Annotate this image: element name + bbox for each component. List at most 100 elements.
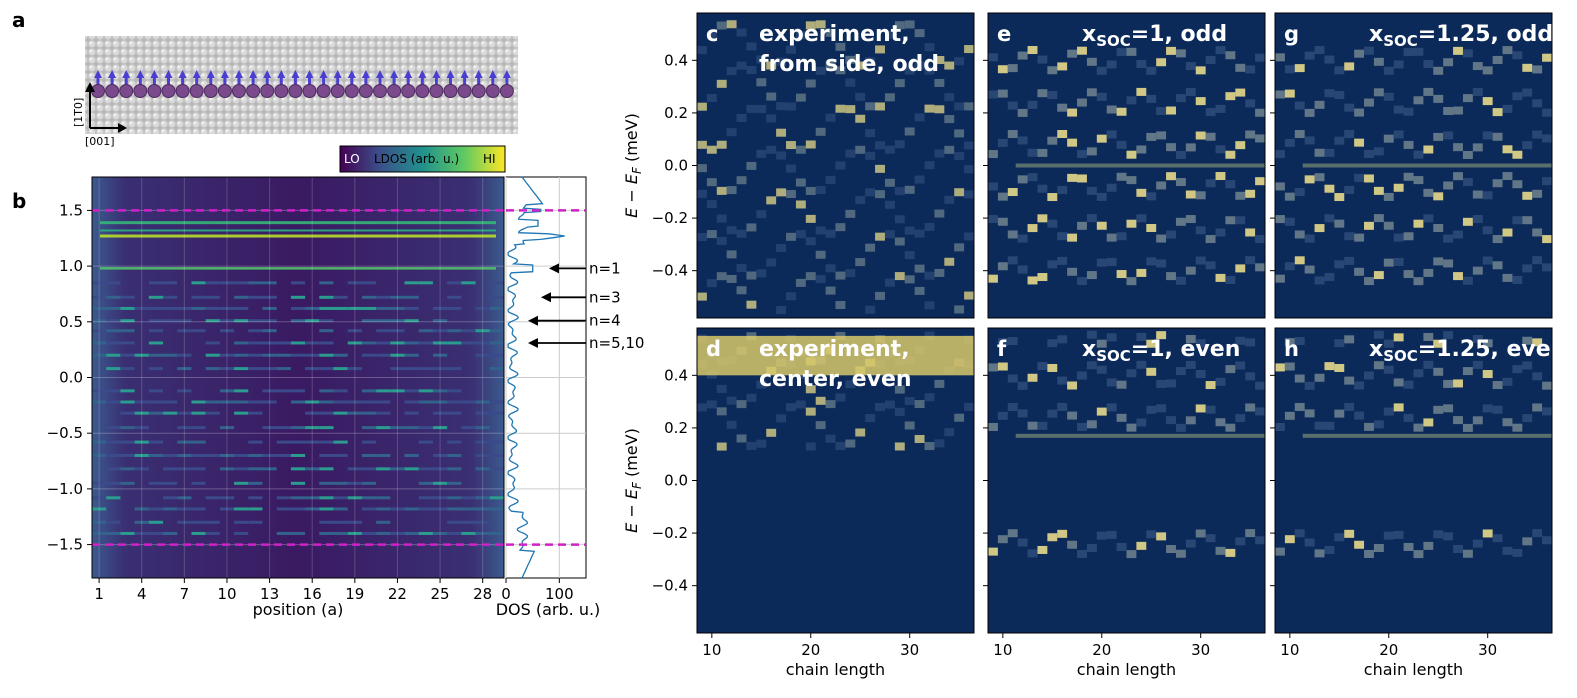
chain-panel-state (716, 79, 727, 88)
ldos-state-segment (262, 306, 277, 310)
chain-xtick-label: 10 (702, 641, 721, 659)
ldos-state-segment (262, 353, 277, 357)
chain-panel-state (914, 175, 925, 184)
chain-panel-state (1146, 66, 1157, 75)
ldos-state-segment (475, 341, 490, 345)
ldos-state-segment (418, 400, 433, 404)
ldos-state-segment (418, 281, 433, 285)
chain-panel-state (1086, 186, 1097, 195)
chain-panel-state (1185, 416, 1196, 425)
ldos-state-segment (475, 306, 490, 310)
chain-panel-state (1393, 378, 1404, 387)
chain-panel-state (1304, 234, 1315, 243)
chain-panel-state (1423, 60, 1434, 69)
chain-panel-state (1482, 339, 1493, 348)
chain-panel-state (1245, 403, 1256, 412)
ldos-state-segment (319, 467, 334, 471)
chain-xtick-label: 20 (1379, 641, 1398, 659)
chain-panel-state (1344, 529, 1355, 538)
ldos-state-segment (106, 481, 121, 485)
chain-panel-state (1057, 376, 1068, 385)
chain-panel-state (1017, 538, 1028, 547)
ldos-state-segment (305, 411, 320, 415)
chain-panel-state (697, 46, 707, 55)
chain-panel-state (1284, 192, 1295, 201)
ldos-state-segment (148, 507, 164, 511)
ldos-state-segment (489, 453, 504, 457)
ldos-state-segment (134, 531, 149, 535)
chain-panel-state (1373, 147, 1384, 156)
ldos-state-segment (92, 319, 107, 323)
chain-panel-state (756, 55, 767, 64)
chain-panel-state (1542, 263, 1552, 272)
ldos-state-segment (191, 467, 206, 471)
ldos-state-segment (461, 400, 476, 404)
ldos-state-segment (205, 411, 220, 415)
chain-panel-state (914, 113, 925, 122)
annotation-arrowhead (549, 263, 559, 274)
ldos-state-segment (205, 531, 220, 535)
ldos-state-segment (305, 319, 320, 323)
ldos-state-segment (432, 329, 448, 333)
ldos-state-segment (106, 531, 121, 535)
ldos-state-segment (489, 281, 504, 285)
chain-panel-state (1096, 531, 1107, 540)
chain-panel-state (1324, 214, 1335, 223)
chain-panel-state (1126, 96, 1137, 105)
chain-panel-state (1413, 219, 1424, 228)
ldos-state-segment (106, 319, 121, 323)
chain-panel-state (1146, 223, 1157, 232)
chain-panel-state (697, 233, 707, 242)
ldos-state-segment (248, 520, 263, 524)
chain-panel-state (746, 104, 757, 113)
ldos-state-segment (461, 496, 476, 500)
spin-arrowhead (263, 70, 272, 78)
ldos-state-segment (177, 306, 192, 310)
chain-panel-state (1007, 64, 1018, 73)
chain-panel-state (1067, 411, 1078, 420)
chain-panel-state (894, 272, 905, 281)
chain-panel-state (944, 115, 955, 124)
chain-panel-state (1156, 107, 1167, 116)
chain-panel-state (1096, 258, 1107, 267)
ldos-state-segment (461, 507, 476, 511)
ldos-state-segment (120, 440, 135, 444)
ldos-state-segment (205, 341, 220, 345)
chain-panel-state (1354, 49, 1365, 58)
atom (499, 84, 514, 98)
chain-panel-state (894, 407, 905, 416)
chain-panel-state (1393, 105, 1404, 114)
chain-panel-state (1116, 270, 1127, 279)
chain-panel-state (1047, 260, 1058, 269)
chain-panel-state (1344, 256, 1355, 265)
chain-panel-state (726, 67, 737, 76)
chain-panel-state (706, 279, 717, 288)
chain-panel-state (1007, 230, 1018, 239)
chain-panel-state (865, 129, 876, 138)
chain-panel-state (1106, 130, 1117, 139)
chain-panel-state (1037, 184, 1048, 193)
atom (288, 84, 303, 98)
chain-panel-state (835, 441, 846, 450)
chain-panel-state (1512, 275, 1523, 284)
ldos-state-segment (390, 389, 405, 393)
chain-panel-state (1106, 183, 1117, 192)
ldos-state-segment (432, 341, 448, 345)
chain-panel-state (1275, 90, 1285, 99)
chain-ytick-label: 0.2 (664, 104, 688, 122)
ldos-state-segment (290, 341, 306, 345)
ldos-state-segment (219, 281, 235, 285)
chain-panel-state (894, 385, 905, 394)
chain-panel-state (1027, 148, 1038, 157)
ldos-state-segment (475, 426, 490, 430)
ldos-state-segment (92, 341, 107, 345)
chain-panel-bright-band (697, 335, 974, 376)
ldos-state-segment (347, 367, 362, 371)
atom (217, 84, 232, 98)
chain-panel-title: xSOC=1.25, even (1369, 337, 1566, 365)
chain-panel-state (1532, 338, 1543, 347)
chain-panel-state (786, 141, 796, 150)
chain-panel-state (1017, 409, 1028, 418)
chain-panel-state (1334, 193, 1345, 202)
chain-panel-state (1146, 339, 1157, 348)
